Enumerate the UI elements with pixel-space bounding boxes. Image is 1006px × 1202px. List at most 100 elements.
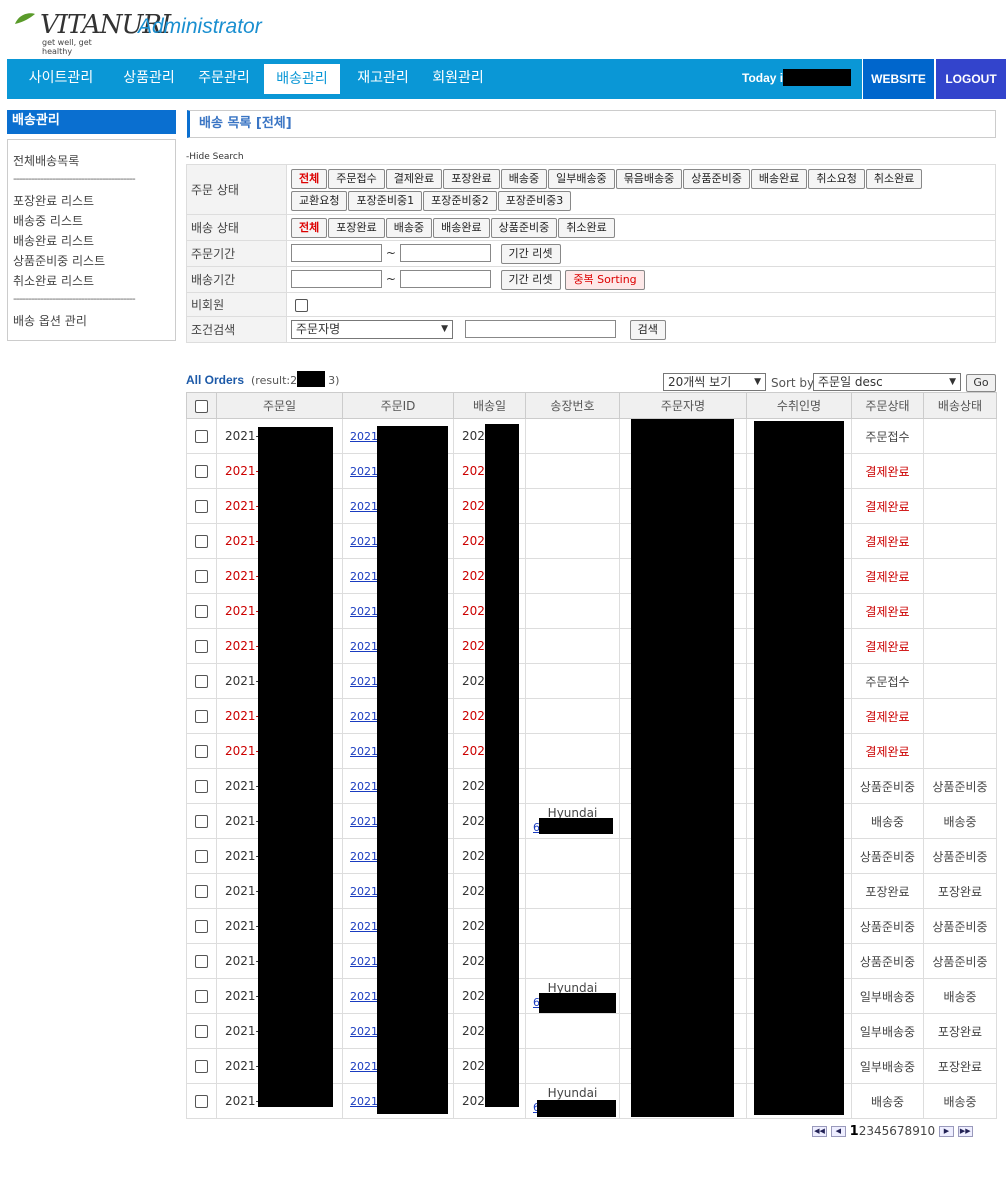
- row-checkbox[interactable]: [195, 780, 208, 793]
- duplicate-sorting-button[interactable]: 중복 Sorting: [565, 269, 645, 290]
- website-button[interactable]: WEBSITE: [863, 59, 934, 99]
- delivery-period-end-input[interactable]: [399, 270, 491, 288]
- row-checkbox[interactable]: [195, 920, 208, 933]
- column-header[interactable]: 수취인명: [746, 392, 852, 419]
- row-checkbox[interactable]: [195, 710, 208, 723]
- nav-item-inventory[interactable]: 재고관리: [357, 70, 409, 86]
- last-page-icon[interactable]: ▶▶: [957, 1126, 973, 1137]
- select-all-checkbox[interactable]: [195, 399, 208, 413]
- condition-select[interactable]: 주문자명 ▼: [291, 319, 453, 339]
- order-status-pack-prep-1[interactable]: 포장준비중1: [348, 190, 423, 211]
- order-status-cancel-request[interactable]: 취소요청: [808, 168, 865, 189]
- sidebar-item-shipping[interactable]: 배송중 리스트: [13, 214, 84, 228]
- delivery-status-all[interactable]: 전체: [291, 217, 328, 238]
- order-status-partial-shipping[interactable]: 일부배송중: [548, 168, 615, 189]
- logout-button[interactable]: LOGOUT: [936, 59, 1006, 99]
- delivery-status-preparing[interactable]: 상품준비중: [490, 217, 558, 238]
- per-page-select[interactable]: 20개씩 보기 ▼: [663, 373, 766, 391]
- sidebar-item-cancelled[interactable]: 취소완료 리스트: [13, 274, 95, 288]
- page-number-link[interactable]: 7: [896, 1124, 905, 1138]
- sidebar-item-packed[interactable]: 포장완료 리스트: [13, 194, 95, 208]
- order-period-end-input[interactable]: [399, 244, 491, 262]
- column-header[interactable]: 주문일: [216, 392, 343, 419]
- sidebar-item-delivered[interactable]: 배송완료 리스트: [13, 234, 95, 248]
- row-checkbox[interactable]: [195, 675, 208, 688]
- order-period-reset-button[interactable]: 기간 리셋: [500, 243, 561, 264]
- first-page-icon[interactable]: ◀◀: [812, 1126, 827, 1137]
- go-button[interactable]: Go: [966, 374, 996, 392]
- search-button[interactable]: 검색: [629, 319, 666, 340]
- row-checkbox[interactable]: [195, 1025, 208, 1038]
- page-number-link[interactable]: 2: [858, 1124, 867, 1138]
- column-header[interactable]: 주문자명: [619, 392, 747, 419]
- delivery-status-packed[interactable]: 포장완료: [328, 217, 385, 238]
- row-checkbox[interactable]: [195, 815, 208, 828]
- row-checkbox[interactable]: [195, 850, 208, 863]
- order-status-preparing[interactable]: 상품준비중: [683, 168, 750, 189]
- column-header[interactable]: 송장번호: [525, 392, 620, 419]
- row-checkbox[interactable]: [195, 1060, 208, 1073]
- order-status-paid[interactable]: 결제완료: [385, 168, 443, 189]
- column-header[interactable]: 주문ID: [342, 392, 454, 419]
- nav-item-products[interactable]: 상품관리: [123, 70, 175, 86]
- page-number-link[interactable]: 6: [889, 1124, 897, 1138]
- sidebar-item-all-delivery[interactable]: 전체배송목록: [13, 154, 80, 168]
- page-number-link[interactable]: 4: [873, 1124, 882, 1138]
- page-number-link[interactable]: 10: [919, 1124, 936, 1138]
- row-checkbox[interactable]: [195, 535, 208, 548]
- order-status-shipping[interactable]: 배송중: [500, 168, 548, 189]
- column-header[interactable]: 배송상태: [923, 392, 997, 419]
- column-header[interactable]: 배송일: [453, 392, 526, 419]
- order-status-all[interactable]: 전체: [291, 168, 328, 189]
- page-number-link[interactable]: 1: [849, 1124, 859, 1139]
- order-period-start-input[interactable]: [291, 244, 382, 262]
- row-checkbox[interactable]: [195, 745, 208, 758]
- logo[interactable]: VITANURI get well, get healthy: [14, 10, 171, 56]
- non-member-checkbox[interactable]: [295, 298, 308, 312]
- delivery-status-shipping[interactable]: 배송중: [385, 217, 433, 238]
- page-number-link[interactable]: 5: [881, 1124, 890, 1138]
- page-number-link[interactable]: 3: [866, 1124, 874, 1138]
- next-page-icon[interactable]: ▶: [938, 1126, 954, 1137]
- delivery-period-reset-button[interactable]: 기간 리셋: [500, 269, 561, 290]
- row-checkbox[interactable]: [195, 885, 208, 898]
- row-checkbox[interactable]: [195, 430, 208, 443]
- delivery-status-cancelled[interactable]: 취소완료: [558, 217, 615, 238]
- order-status-pack-prep-2[interactable]: 포장준비중2: [423, 190, 497, 211]
- order-status-bundle-shipping[interactable]: 묶음배송중: [615, 168, 683, 189]
- row-checkbox[interactable]: [195, 570, 208, 583]
- page-number-link[interactable]: 8: [904, 1124, 913, 1138]
- hide-search-link[interactable]: -Hide Search: [186, 152, 244, 162]
- logo-text: VITANURI: [40, 10, 171, 40]
- row-checkbox[interactable]: [195, 1095, 208, 1108]
- page-number-link[interactable]: 9: [912, 1124, 920, 1138]
- column-header[interactable]: 주문상태: [851, 392, 924, 419]
- nav-item-delivery[interactable]: 배송관리: [264, 64, 340, 94]
- tracking-link[interactable]: 6: [533, 1101, 540, 1114]
- sort-select[interactable]: 주문일 desc ▼: [813, 373, 961, 391]
- order-status-cancelled[interactable]: 취소완료: [865, 168, 923, 189]
- nav-item-members[interactable]: 회원관리: [432, 70, 484, 86]
- tracking-link[interactable]: 6: [533, 821, 540, 834]
- order-status-packed[interactable]: 포장완료: [443, 168, 500, 189]
- chevron-down-icon: ▼: [754, 377, 761, 387]
- row-checkbox[interactable]: [195, 465, 208, 478]
- order-status-exchange-request[interactable]: 교환요청: [291, 190, 348, 211]
- row-checkbox[interactable]: [195, 990, 208, 1003]
- row-checkbox[interactable]: [195, 605, 208, 618]
- tracking-link[interactable]: 6: [533, 996, 540, 1009]
- sidebar-item-delivery-options[interactable]: 배송 옵션 관리: [13, 314, 87, 328]
- order-status-delivered[interactable]: 배송완료: [750, 168, 808, 189]
- nav-item-orders[interactable]: 주문관리: [198, 70, 250, 86]
- row-checkbox[interactable]: [195, 500, 208, 513]
- order-status-received[interactable]: 주문접수: [328, 168, 385, 189]
- order-status-pack-prep-3[interactable]: 포장준비중3: [497, 190, 572, 211]
- delivery-status-delivered[interactable]: 배송완료: [433, 217, 490, 238]
- prev-page-icon[interactable]: ◀: [830, 1126, 846, 1137]
- nav-item-site[interactable]: 사이트관리: [28, 70, 94, 86]
- row-checkbox[interactable]: [195, 640, 208, 653]
- delivery-period-start-input[interactable]: [291, 270, 382, 288]
- condition-search-input[interactable]: [464, 320, 616, 338]
- sidebar-item-preparing[interactable]: 상품준비중 리스트: [13, 254, 106, 268]
- row-checkbox[interactable]: [195, 955, 208, 968]
